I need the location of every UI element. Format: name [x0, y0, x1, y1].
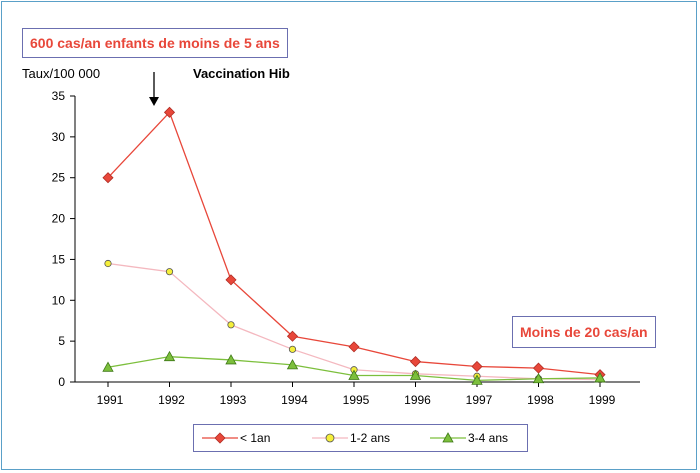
data-point [471, 374, 483, 385]
y-tick-label: 0 [58, 375, 65, 389]
x-tick-label: 1992 [158, 393, 185, 407]
arrow-head [149, 97, 159, 106]
legend: < 1an 1-2 ans 3-4 ans [193, 424, 528, 452]
y-tick-label: 15 [52, 252, 66, 266]
y-tick-label: 20 [52, 212, 66, 226]
vaccination-arrow [149, 72, 159, 106]
data-point [532, 362, 545, 374]
x-tick-label: 1997 [466, 393, 493, 407]
diamond-marker-icon [202, 432, 238, 444]
series-line [107, 262, 601, 381]
annotation-bottom-box: Moins de 20 cas/an [512, 316, 656, 348]
y-tick-label: 25 [52, 171, 66, 185]
x-tick-label: 1999 [589, 393, 616, 407]
data-point [286, 330, 299, 342]
triangle-marker-icon [430, 432, 466, 443]
data-point [102, 361, 114, 372]
data-point [163, 106, 176, 118]
y-tick-label: 10 [52, 293, 66, 307]
data-point [225, 354, 237, 365]
data-point [104, 259, 112, 268]
x-tick-label: 1996 [404, 393, 431, 407]
data-point [348, 369, 360, 380]
data-point [286, 359, 299, 370]
data-point [532, 372, 545, 384]
annotation-top-box: 600 cas/an enfants de moins de 5 ans [22, 28, 288, 58]
series-layer [102, 106, 606, 385]
x-tick-label: 1991 [97, 393, 124, 407]
data-point [471, 360, 483, 373]
data-point [348, 341, 360, 353]
axes: 0 5 10 15 20 25 30 35 1991 1992 1993 1994 1995 1996 19… [52, 89, 640, 407]
series-1 [104, 259, 604, 384]
data-point [594, 372, 606, 383]
x-tick-label: 1995 [343, 393, 370, 407]
data-point [165, 268, 174, 276]
legend-label-1-2ans: 1-2 ans [350, 431, 391, 445]
data-point [409, 369, 422, 380]
y-tick-label: 30 [52, 130, 66, 144]
data-point [409, 356, 422, 368]
y-tick-label: 5 [58, 334, 65, 348]
x-tick-label: 1994 [281, 393, 308, 407]
legend-label-3-4ans: 3-4 ans [468, 431, 509, 445]
data-point [288, 345, 297, 353]
series-2 [102, 350, 606, 385]
circle-marker-icon [312, 433, 348, 443]
vaccination-label: Vaccination Hib [193, 66, 290, 81]
data-point [227, 321, 235, 329]
data-point [163, 350, 176, 362]
data-point [225, 274, 237, 286]
x-tick-label: 1998 [527, 393, 554, 407]
data-point [102, 172, 114, 184]
y-axis-label: Taux/100 000 [22, 66, 101, 81]
series-line [107, 111, 601, 376]
y-tick-label: 35 [52, 89, 66, 103]
series-0 [102, 106, 606, 381]
x-tick-label: 1993 [220, 393, 247, 407]
legend-label-lt1an: < 1an [240, 431, 271, 445]
